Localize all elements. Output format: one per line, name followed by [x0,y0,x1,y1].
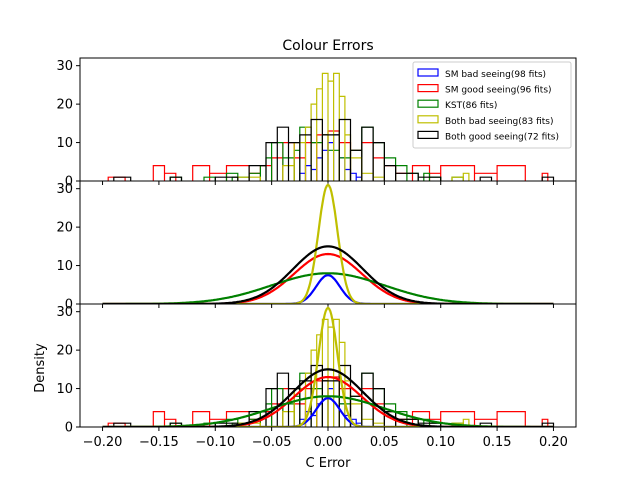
legend-swatch-4 [417,130,439,139]
chart-title: Colour Errors [282,38,373,54]
x-tick-label: 0.05 [370,435,399,450]
fit-curve-series-1 [102,252,554,304]
legend: SM bad seeing(98 fits) SM good seeing(96 … [412,61,572,149]
x-tick-label: −0.20 [83,435,123,450]
fit-curve-series-2 [102,272,554,304]
x-tick-label: 0.10 [426,435,455,450]
legend-swatch-3 [417,115,439,124]
x-tick-label: −0.15 [139,435,179,450]
y-tick-label: 10 [56,259,73,274]
legend-frame [412,61,572,149]
y-tick-label: 0 [65,298,73,313]
legend-entry-4: Both good seeing(72 fits) [445,132,559,142]
legend-swatch-1 [417,83,439,93]
fit-curve-series-4 [102,368,554,427]
plot-area [102,183,554,304]
fit-curve-series-3 [102,183,554,304]
y-tick-label: 10 [56,382,73,397]
x-axis-label: C Error [306,456,352,471]
x-tick-label: 0.00 [314,435,343,450]
panel-frame [79,180,577,305]
y-tick-label: 20 [56,98,73,113]
panel-hist: 0 10 20 30 [56,57,577,190]
panel-combined: 0 10 20 30 −0.20 −0.15 −0.10 −0.05 0.00 0.05 0.10 0… [56,303,577,450]
panel-fit: 0 10 20 30 [56,180,577,313]
legend-entry-3: Both bad seeing(83 fits) [445,117,553,127]
y-tick-label: 30 [56,182,73,197]
legend-entry-2: KST(86 fits) [445,101,497,111]
x-tick-label: 0.15 [483,435,512,450]
plot-area [107,72,555,181]
fit-curve-series-1 [102,375,554,427]
x-tick-label: −0.10 [195,435,235,450]
histogram-series-4 [113,118,555,181]
y-axis-label: Density [33,343,48,393]
y-tick-label: 0 [65,175,73,190]
y-tick-label: 0 [65,421,73,436]
plot-area [102,306,555,427]
fit-curve-series-3 [102,306,554,427]
y-tick-label: 20 [56,344,73,359]
legend-entry-1: SM good seeing(96 fits) [445,86,552,96]
fit-curve-series-4 [102,245,554,304]
fit-curve-series-0 [102,274,554,304]
y-tick-label: 30 [56,59,73,74]
legend-swatch-2 [417,99,439,108]
y-tick-label: 30 [56,305,73,320]
legend-swatch-0 [417,68,439,77]
y-tick-label: 20 [56,221,73,236]
fit-curve-series-0 [102,397,554,427]
x-tick-label: −0.05 [252,435,292,450]
legend-entry-0: SM bad seeing(98 fits) [445,70,546,80]
y-tick-label: 10 [56,136,73,151]
x-tick-label: 0.20 [539,435,568,450]
